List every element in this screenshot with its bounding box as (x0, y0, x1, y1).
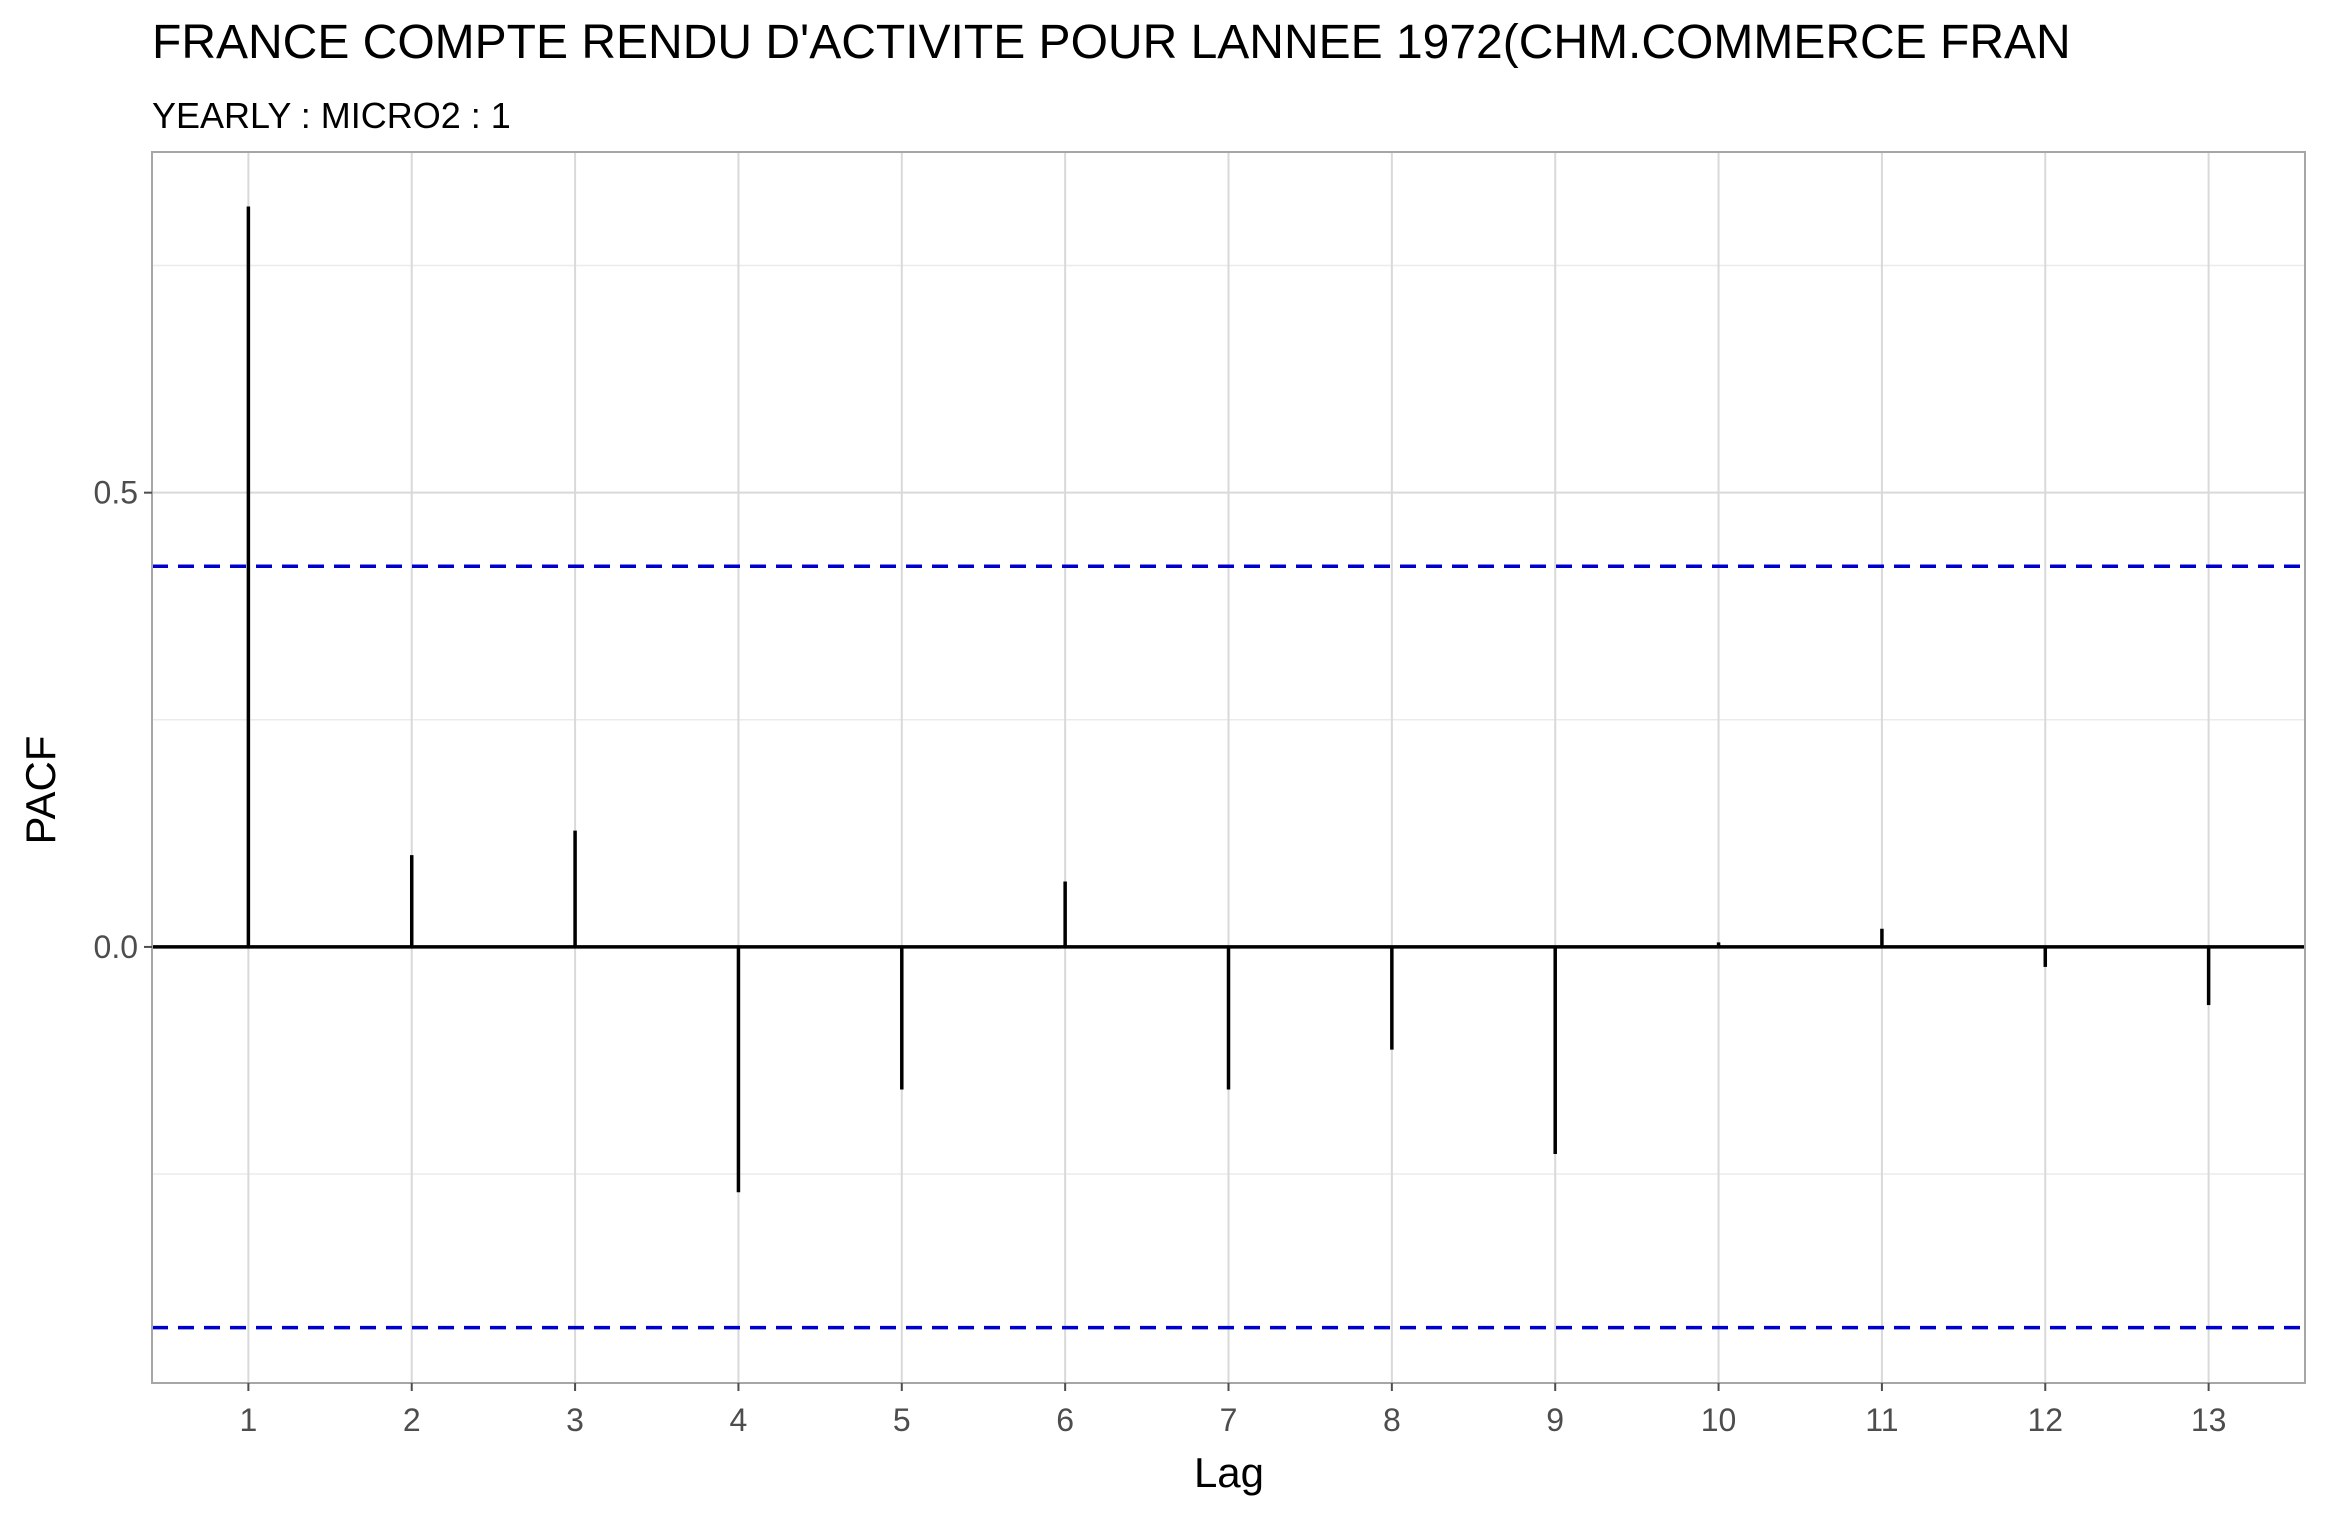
y-tick-label: 0.0 (94, 929, 138, 965)
y-tick-label: 0.5 (94, 475, 138, 511)
x-tick-label: 9 (1546, 1402, 1564, 1438)
x-tick-label: 2 (403, 1402, 421, 1438)
x-tick-label: 3 (566, 1402, 584, 1438)
chart-title: FRANCE COMPTE RENDU D'ACTIVITE POUR LANN… (152, 16, 2071, 69)
x-tick-label: 10 (1701, 1402, 1737, 1438)
chart-subtitle: YEARLY : MICRO2 : 1 (152, 95, 511, 136)
x-tick-label: 12 (2027, 1402, 2063, 1438)
plot-panel: 0.00.51 2 3 4 5 6 7 8 9 10 11 12 13 (94, 151, 2306, 1438)
x-axis-label: Lag (1194, 1449, 1264, 1496)
x-tick-label: 13 (2191, 1402, 2227, 1438)
x-tick-label: 8 (1383, 1402, 1401, 1438)
x-tick-label: 6 (1056, 1402, 1074, 1438)
x-tick-label: 5 (893, 1402, 911, 1438)
x-tick-label: 4 (730, 1402, 748, 1438)
x-tick-label: 11 (1865, 1402, 1898, 1438)
x-tick-label: 1 (239, 1402, 257, 1438)
y-axis-label: PACF (17, 736, 64, 845)
x-tick-label: 7 (1220, 1402, 1238, 1438)
